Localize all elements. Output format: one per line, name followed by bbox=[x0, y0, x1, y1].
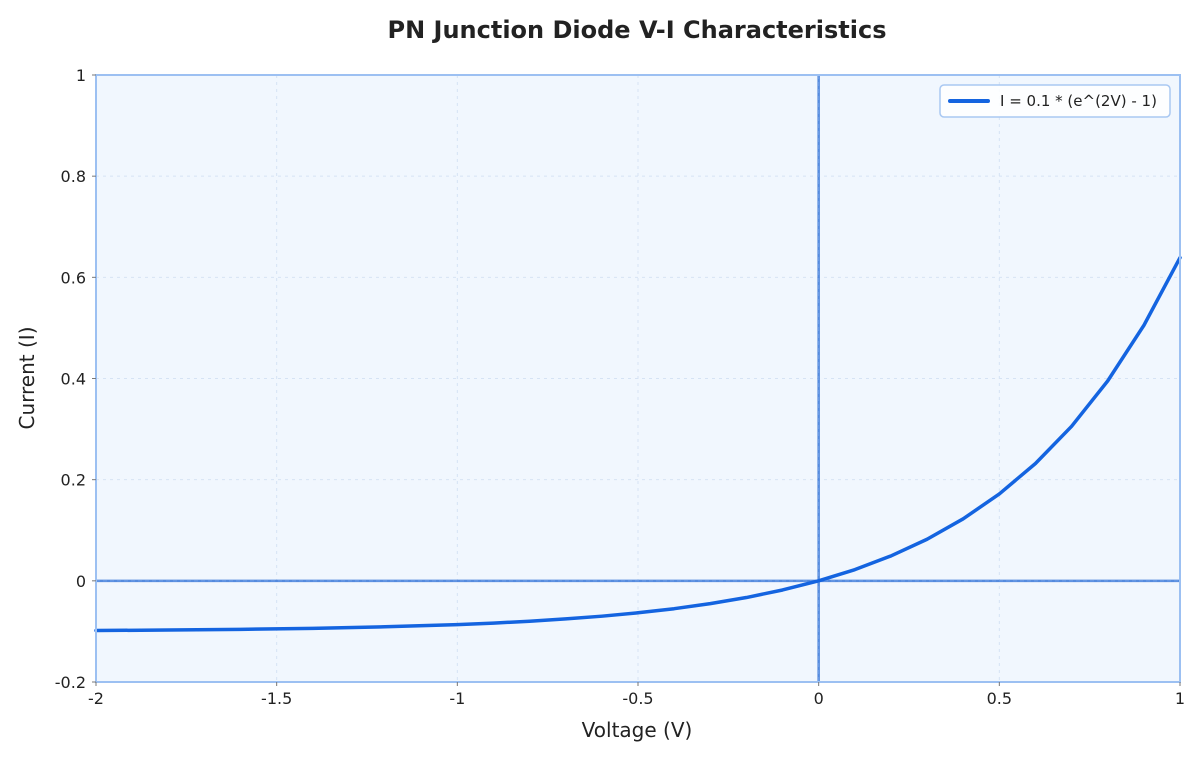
y-axis-label: Current (I) bbox=[15, 327, 39, 430]
x-tick-label: -1 bbox=[449, 689, 465, 708]
x-tick-label: -0.5 bbox=[622, 689, 653, 708]
y-tick-label: 0 bbox=[76, 572, 86, 591]
x-axis-label: Voltage (V) bbox=[582, 718, 693, 742]
y-tick-label: 1 bbox=[76, 66, 86, 85]
x-tick-label: -2 bbox=[88, 689, 104, 708]
x-tick-label: 0.5 bbox=[987, 689, 1012, 708]
chart-title: PN Junction Diode V-I Characteristics bbox=[388, 16, 887, 44]
legend: I = 0.1 * (e^(2V) - 1) bbox=[939, 84, 1171, 118]
legend-box bbox=[939, 84, 1171, 118]
y-tick-label: -0.2 bbox=[55, 673, 86, 692]
y-tick-label: 0.4 bbox=[61, 370, 86, 389]
y-tick-label: 0.8 bbox=[61, 167, 86, 186]
series-line-0 bbox=[94, 255, 1182, 633]
x-tick-label: 0 bbox=[814, 689, 824, 708]
x-tick-label: -1.5 bbox=[261, 689, 292, 708]
y-tick-label: 0.2 bbox=[61, 471, 86, 490]
y-tick-label: 0.6 bbox=[61, 268, 86, 287]
legend-label: I = 0.1 * (e^(2V) - 1) bbox=[1000, 92, 1157, 110]
x-tick-label: 1 bbox=[1175, 689, 1185, 708]
